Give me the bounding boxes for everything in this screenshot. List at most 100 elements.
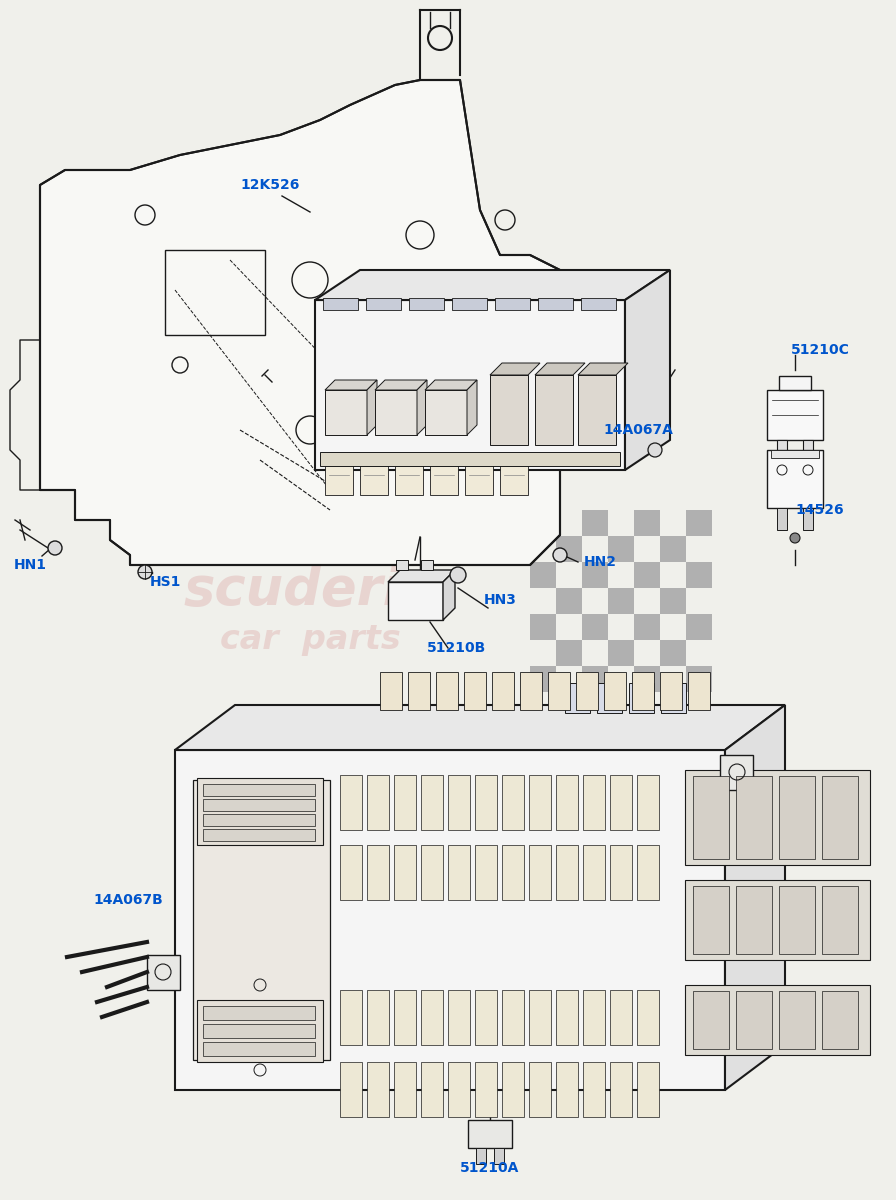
Bar <box>495 298 530 310</box>
Bar <box>530 510 556 536</box>
Polygon shape <box>325 390 367 434</box>
Polygon shape <box>583 1062 605 1117</box>
Text: 14526: 14526 <box>796 503 844 517</box>
Polygon shape <box>535 374 573 445</box>
Polygon shape <box>535 362 585 374</box>
Bar <box>556 510 582 536</box>
Polygon shape <box>394 845 416 900</box>
Polygon shape <box>520 672 542 710</box>
Bar <box>660 536 686 562</box>
Polygon shape <box>425 380 477 390</box>
Text: HN3: HN3 <box>484 593 516 607</box>
Polygon shape <box>685 770 870 865</box>
Polygon shape <box>803 508 813 530</box>
Bar <box>608 666 634 692</box>
Polygon shape <box>197 1000 323 1062</box>
Bar <box>822 886 858 954</box>
Bar <box>582 614 608 640</box>
Polygon shape <box>688 672 710 710</box>
Bar <box>556 666 582 692</box>
Bar <box>366 298 401 310</box>
Polygon shape <box>492 672 514 710</box>
Bar <box>686 588 712 614</box>
Bar <box>500 455 528 494</box>
Bar <box>203 784 315 796</box>
Bar <box>165 250 265 335</box>
Bar <box>686 536 712 562</box>
Bar <box>556 614 582 640</box>
Text: 51210B: 51210B <box>426 641 486 655</box>
Polygon shape <box>475 845 497 900</box>
Bar <box>396 560 408 570</box>
Polygon shape <box>443 570 455 620</box>
Polygon shape <box>632 672 654 710</box>
Bar <box>634 614 660 640</box>
Polygon shape <box>556 1062 578 1117</box>
Bar <box>634 562 660 588</box>
Polygon shape <box>502 1062 524 1117</box>
Bar <box>452 298 487 310</box>
Polygon shape <box>394 775 416 830</box>
Polygon shape <box>421 845 443 900</box>
Polygon shape <box>448 845 470 900</box>
Polygon shape <box>583 845 605 900</box>
Text: HS1: HS1 <box>150 575 181 589</box>
Polygon shape <box>421 775 443 830</box>
Bar <box>634 588 660 614</box>
Polygon shape <box>529 990 551 1045</box>
Circle shape <box>450 566 466 583</box>
Polygon shape <box>767 390 823 440</box>
Polygon shape <box>340 775 362 830</box>
Polygon shape <box>556 990 578 1045</box>
Polygon shape <box>464 672 486 710</box>
Polygon shape <box>610 990 632 1045</box>
Polygon shape <box>637 1062 659 1117</box>
Polygon shape <box>578 362 628 374</box>
Polygon shape <box>529 845 551 900</box>
Polygon shape <box>175 704 785 750</box>
Bar <box>581 298 616 310</box>
Polygon shape <box>394 1062 416 1117</box>
Bar <box>360 455 388 494</box>
Polygon shape <box>417 380 427 434</box>
Bar <box>660 666 686 692</box>
Bar <box>608 588 634 614</box>
Polygon shape <box>548 672 570 710</box>
Bar <box>530 666 556 692</box>
Bar <box>582 588 608 614</box>
Text: 51210C: 51210C <box>790 343 849 358</box>
Polygon shape <box>583 775 605 830</box>
Polygon shape <box>502 775 524 830</box>
Bar <box>538 298 573 310</box>
Polygon shape <box>388 582 443 620</box>
Bar <box>660 614 686 640</box>
Polygon shape <box>720 755 753 790</box>
Polygon shape <box>467 380 477 434</box>
Polygon shape <box>629 683 654 713</box>
Polygon shape <box>490 362 540 374</box>
Polygon shape <box>421 990 443 1045</box>
Text: HN2: HN2 <box>583 554 616 569</box>
Bar <box>203 1024 315 1038</box>
Bar <box>686 640 712 666</box>
Polygon shape <box>661 683 686 713</box>
Bar <box>395 455 423 494</box>
Polygon shape <box>556 845 578 900</box>
Bar <box>779 991 815 1049</box>
Polygon shape <box>779 376 811 390</box>
Polygon shape <box>367 775 389 830</box>
Circle shape <box>553 548 567 562</box>
Bar <box>556 640 582 666</box>
Bar <box>686 614 712 640</box>
Bar <box>686 562 712 588</box>
Polygon shape <box>448 775 470 830</box>
Bar <box>736 886 772 954</box>
Bar <box>686 666 712 692</box>
Bar <box>779 886 815 954</box>
Polygon shape <box>476 1148 486 1164</box>
Bar <box>634 666 660 692</box>
Polygon shape <box>315 270 670 300</box>
Bar <box>822 776 858 859</box>
Bar <box>203 799 315 811</box>
Bar <box>686 510 712 536</box>
